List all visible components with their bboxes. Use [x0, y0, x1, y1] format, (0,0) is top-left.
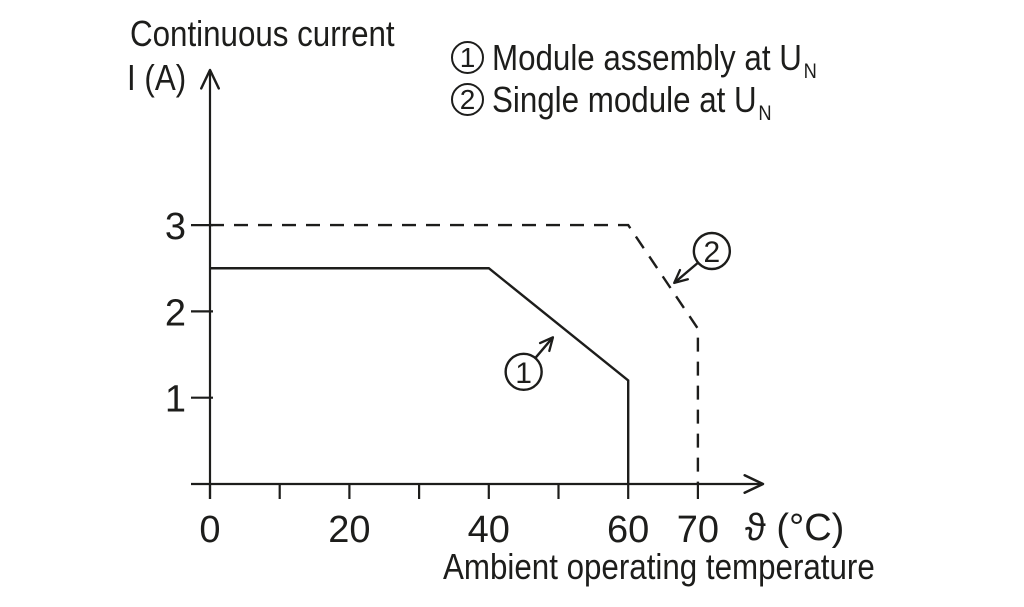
x-tick-label: 70	[677, 509, 719, 551]
y-axis-label: I (A)	[127, 57, 187, 98]
legend-marker-2-circled-number: 2	[451, 83, 484, 116]
y-tick-label: 3	[165, 206, 186, 248]
legend-label-2-subscript: N	[758, 101, 772, 125]
x-tick-label: 40	[468, 509, 510, 551]
x-tick-label: 20	[328, 509, 370, 551]
series-line-1	[210, 267, 630, 484]
chart-title: Continuous current	[130, 13, 395, 54]
x-tick-label: 0	[199, 509, 220, 551]
legend: 1 Module assembly at UN 2 Single module …	[451, 36, 865, 124]
legend-item-module-assembly: 1 Module assembly at UN	[451, 36, 865, 82]
y-tick-label: 1	[165, 379, 186, 421]
callout-2-circle	[692, 231, 732, 271]
legend-label-1-subscript: N	[803, 59, 817, 83]
legend-label-2-text: Single module at U	[492, 78, 757, 120]
callout-1-arrow	[534, 336, 555, 359]
callout-2-number: 2	[703, 236, 720, 269]
callout-1-number: 1	[515, 357, 532, 390]
y-tick-label: 2	[165, 292, 186, 334]
legend-label-1-text: Module assembly at U	[492, 36, 802, 78]
legend-label-1: Module assembly at UN	[492, 36, 817, 82]
x-axis-title: Ambient operating temperature	[443, 546, 875, 587]
callout-1-circle	[504, 352, 543, 392]
x-axis-unit-label: ϑ (°C)	[745, 507, 844, 549]
legend-label-2: Single module at UN	[492, 78, 772, 124]
callout-2-arrow	[673, 261, 699, 285]
series-line-2	[210, 223, 700, 484]
legend-item-single-module: 2 Single module at UN	[451, 78, 865, 124]
x-tick-label: 60	[607, 509, 649, 551]
legend-marker-1-circled-number: 1	[451, 41, 484, 74]
